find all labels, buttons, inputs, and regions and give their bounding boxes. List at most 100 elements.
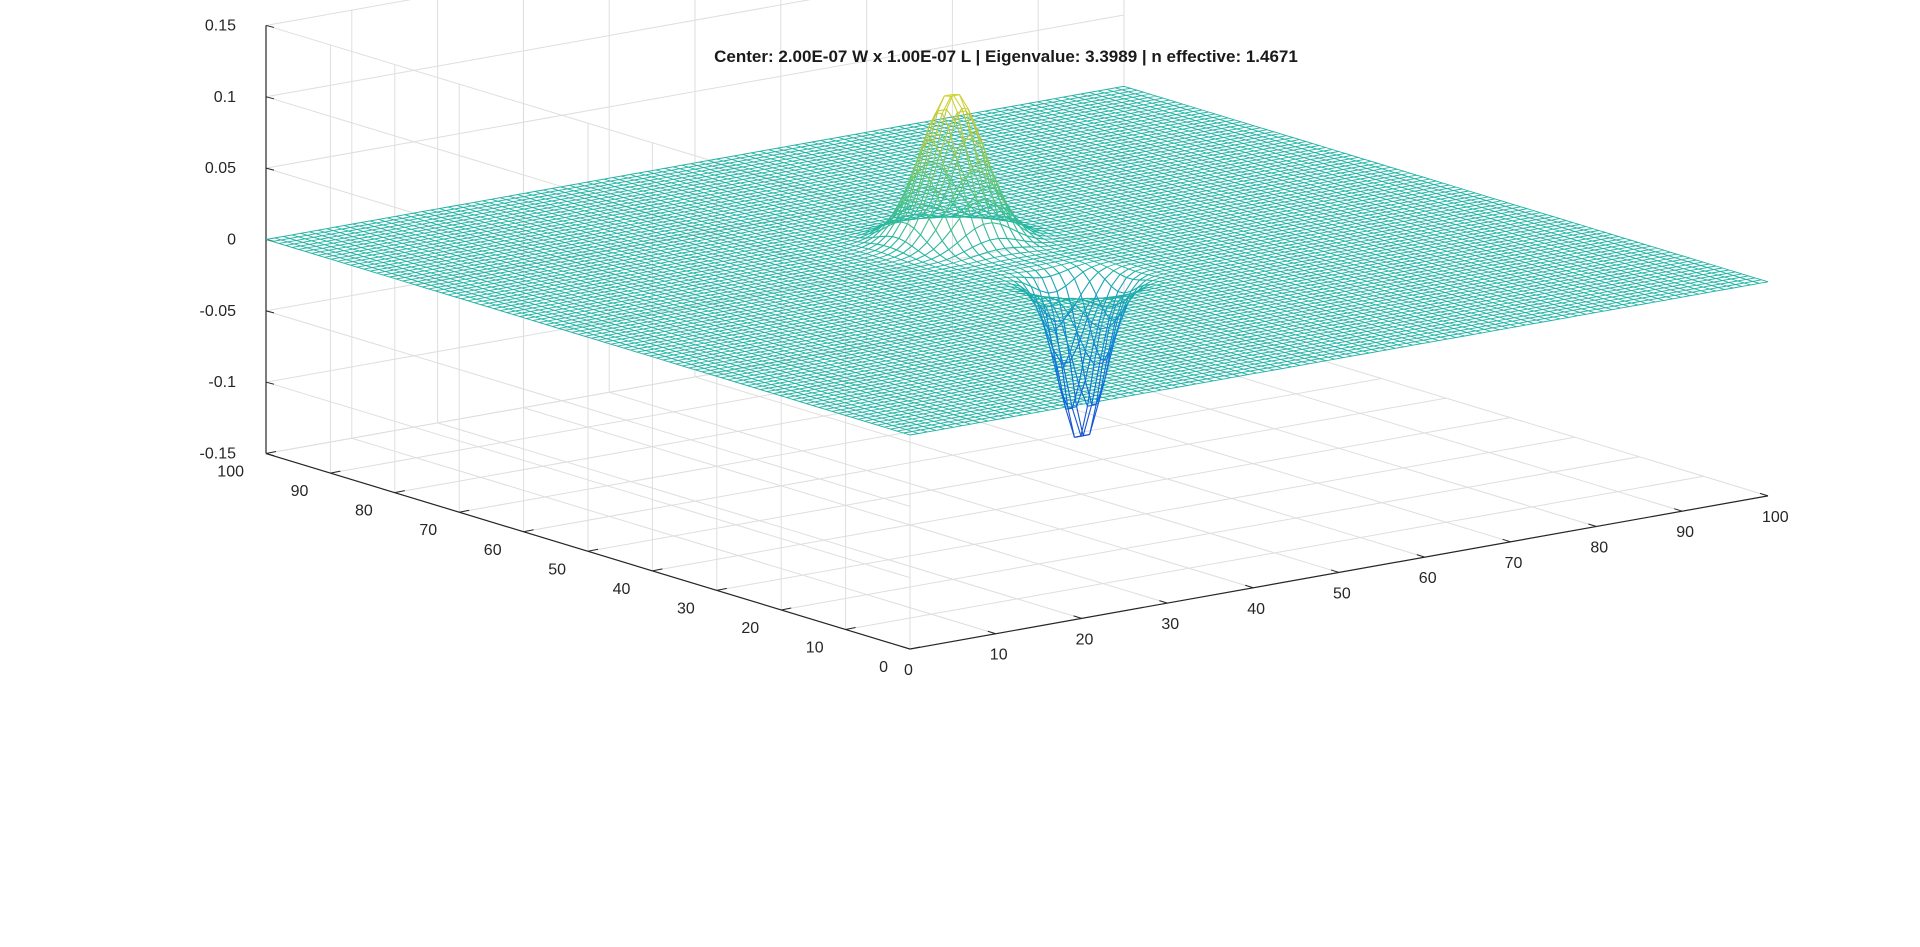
surface-mesh-segment [992,216,999,217]
surface-mesh-segment [927,230,936,242]
surface-mesh-segment [992,223,999,239]
surface-mesh-segment [897,242,906,250]
surface-mesh-segment [1068,270,1075,279]
y-tick-mark [717,588,727,590]
surface-mesh-segment [927,242,934,249]
surface-mesh-segment [1105,271,1114,279]
surface-mesh-segment [942,241,949,250]
x-tick-label: 100 [1762,509,1789,526]
y-tick-label: 50 [548,561,566,578]
surface-mesh-segment [992,223,1001,224]
surface-mesh-segment [1098,272,1105,279]
x-tick-label: 20 [1076,631,1094,648]
surface-mesh-segment [931,255,940,259]
surface-mesh-segment [940,216,949,217]
surface-mesh-segment [957,235,966,242]
surface-mesh-segment [990,240,997,250]
x-tick-mark [1159,601,1167,604]
surface-mesh-segment [871,243,878,244]
surface-mesh-segment [973,243,982,247]
surface-mesh-segment [966,235,973,247]
surface-mesh-segment [1074,436,1081,437]
surface-mesh-segment [981,243,988,252]
x-tick-label: 40 [1247,601,1265,618]
y-tick-mark [846,628,856,630]
surface-mesh-segment [918,242,927,250]
surface-mesh-segment [940,250,949,255]
surface-mesh-segment [1133,279,1140,280]
surface-mesh-segment [921,235,928,242]
surface-mesh-segment [1066,408,1073,409]
surface-mesh-segment [964,247,973,252]
y-tick-label: 90 [291,483,309,500]
surface-mesh-segment [1059,273,1066,286]
surface-mesh-segment [1044,269,1051,276]
surface-mesh-segment [942,230,951,241]
z-tick-label: 0.1 [214,89,236,106]
surface-mesh-segment [925,249,934,255]
surface-mesh-segment [936,113,943,114]
x-tick-mark [1074,616,1082,619]
surface-mesh-flat [266,86,1768,435]
surface-mesh-segment [1051,276,1058,291]
y-tick-mark [395,491,405,493]
surface-mesh-segment [931,215,940,216]
z-tick-label: -0.1 [208,374,236,391]
surface-mesh-segment [877,244,884,245]
x-tick-mark [1331,570,1339,573]
y-tick-label: 30 [677,600,695,617]
surface-mesh-segment [1118,278,1127,292]
surface-mesh-segment [1126,278,1133,280]
y-tick-label: 70 [419,522,437,539]
surface-mesh-segment [888,250,897,255]
surface-mesh-segment [975,229,982,243]
x-tick-label: 30 [1161,616,1179,633]
surface-mesh-segment [957,111,966,113]
z-tick-label: -0.05 [200,303,237,320]
surface-mesh-segment [1074,279,1081,295]
surface-mesh-segment [999,238,1006,248]
y-tick-label: 60 [484,542,502,559]
surface-mesh-segment [1068,266,1077,269]
surface-mesh-segment [957,243,964,252]
surface-mesh-segment [895,253,904,257]
y-tick-mark [652,569,662,571]
surface-mesh-segment [925,255,932,259]
floor-gridline-y [846,476,1704,629]
surface-mesh-segment [1118,292,1125,294]
surface-mesh-segment [890,238,899,247]
x-tick-label: 60 [1419,570,1437,587]
surface-mesh-segment [910,251,919,256]
y-tick-mark [459,510,469,512]
surface-mesh-segment [901,222,908,224]
surface-mesh-segment [1094,363,1103,365]
y-tick-mark [524,530,534,532]
surface-mesh-segment [1066,409,1075,437]
surface-mesh-segment [921,204,930,205]
surface-mesh-segment [934,249,941,255]
surface-mesh-segment [1057,286,1066,291]
surface-mesh-segment [1113,271,1120,275]
surface-mesh-segment [897,250,904,253]
surface-mesh-segment [892,237,899,239]
surface-mesh-segment [1109,318,1116,319]
surface-mesh-segment [912,246,919,251]
x-tick-mark [1588,524,1596,527]
x-tick-mark [1503,539,1511,542]
x-tick-label: 50 [1333,585,1351,602]
surface-mesh-segment [979,255,986,260]
y-tick-label: 0 [879,659,888,676]
surface-mesh-segment [1022,247,1029,252]
x-tick-mark [1417,555,1425,558]
surface-mesh-segment [884,237,893,246]
surface-mesh-segment [890,247,897,250]
surface-mesh-segment [1092,267,1099,272]
z-tick-label: 0 [227,232,236,249]
surface-mesh-segment [903,253,910,256]
surface-mesh-segment [1090,281,1097,294]
surface-mesh-segment [983,223,992,225]
surface-mesh-segment [1066,279,1075,286]
x-tick-mark [1245,585,1253,588]
